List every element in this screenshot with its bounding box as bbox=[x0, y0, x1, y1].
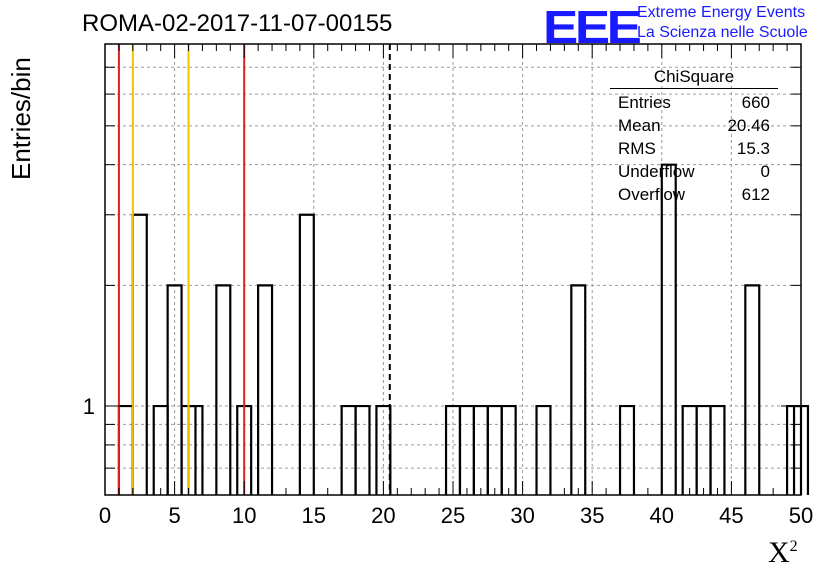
x-tick-label: 30 bbox=[510, 503, 534, 528]
histogram-bin bbox=[298, 213, 315, 495]
x-axis-label: X2 bbox=[768, 536, 798, 570]
x-tick-label: 50 bbox=[789, 503, 813, 528]
histogram-bin bbox=[681, 404, 698, 495]
histogram-bin bbox=[375, 404, 392, 495]
x-tick-label: 0 bbox=[99, 503, 111, 528]
histogram-bin bbox=[500, 404, 517, 495]
histogram-bin bbox=[458, 404, 475, 495]
histogram-bin bbox=[215, 284, 232, 495]
logo-line-1: Extreme Energy Events bbox=[637, 4, 806, 21]
x-axis-label-sup: 2 bbox=[789, 538, 798, 555]
histogram-bin bbox=[472, 404, 489, 495]
axis-ticks bbox=[104, 43, 802, 496]
histogram-bin bbox=[570, 284, 587, 495]
stats-value: 612 bbox=[741, 185, 770, 204]
y-axis-label: Entries/bin bbox=[6, 57, 36, 180]
histogram-bin bbox=[618, 404, 636, 495]
stats-value: 20.46 bbox=[727, 116, 770, 135]
grid-lines bbox=[105, 44, 801, 495]
x-tick-label: 25 bbox=[441, 503, 465, 528]
histogram-bin bbox=[257, 284, 274, 495]
tick-labels: 0 5 10 15 20 25 30 35 40 45 50 1 bbox=[83, 394, 813, 528]
stats-label: Mean bbox=[618, 116, 661, 135]
histogram-bin bbox=[166, 284, 183, 495]
x-tick-label: 35 bbox=[580, 503, 604, 528]
x-tick-label: 5 bbox=[168, 503, 180, 528]
stats-value: 0 bbox=[760, 162, 770, 181]
histogram-bin bbox=[660, 163, 677, 495]
x-tick-label: 20 bbox=[371, 503, 395, 528]
stats-box: ChiSquare Entries 660 Mean 20.46 RMS 15.3 U… bbox=[610, 67, 778, 208]
stats-label: Entries bbox=[618, 93, 671, 112]
stats-row: Mean 20.46 bbox=[610, 116, 778, 139]
stats-row: Underflow 0 bbox=[610, 162, 778, 185]
histogram-bin bbox=[354, 404, 371, 495]
histogram-bin bbox=[535, 404, 552, 495]
stats-label: Underflow bbox=[618, 162, 695, 181]
x-tick-label: 15 bbox=[302, 503, 326, 528]
stats-value: 660 bbox=[741, 93, 770, 112]
histogram-bin bbox=[695, 404, 712, 495]
histogram-bars bbox=[117, 163, 810, 495]
marker-lines bbox=[117, 44, 391, 495]
eee-logo: EEE bbox=[543, 1, 642, 53]
logo-line-2: La Scienza nelle Scuole bbox=[637, 24, 808, 41]
stats-label: RMS bbox=[618, 139, 656, 158]
histogram-bin bbox=[486, 404, 503, 495]
stats-title: ChiSquare bbox=[610, 67, 778, 89]
histogram-bin bbox=[117, 404, 134, 495]
x-axis-label-base: X bbox=[768, 536, 790, 569]
x-tick-label: 40 bbox=[650, 503, 674, 528]
histogram-bin bbox=[131, 213, 148, 495]
y-tick-label: 1 bbox=[83, 394, 95, 419]
histogram-bin bbox=[152, 404, 169, 495]
x-tick-label: 10 bbox=[232, 503, 256, 528]
stats-row: Overflow 612 bbox=[610, 185, 778, 208]
stats-row: RMS 15.3 bbox=[610, 139, 778, 162]
histogram-bin bbox=[340, 404, 357, 495]
histogram-bin bbox=[744, 284, 761, 495]
stats-row: Entries 660 bbox=[610, 93, 778, 116]
x-tick-label: 45 bbox=[719, 503, 743, 528]
chart-title: ROMA-02-2017-11-07-00155 bbox=[82, 10, 393, 37]
stats-label: Overflow bbox=[618, 185, 686, 204]
histogram-bin bbox=[709, 404, 726, 495]
stats-value: 15.3 bbox=[736, 139, 770, 158]
